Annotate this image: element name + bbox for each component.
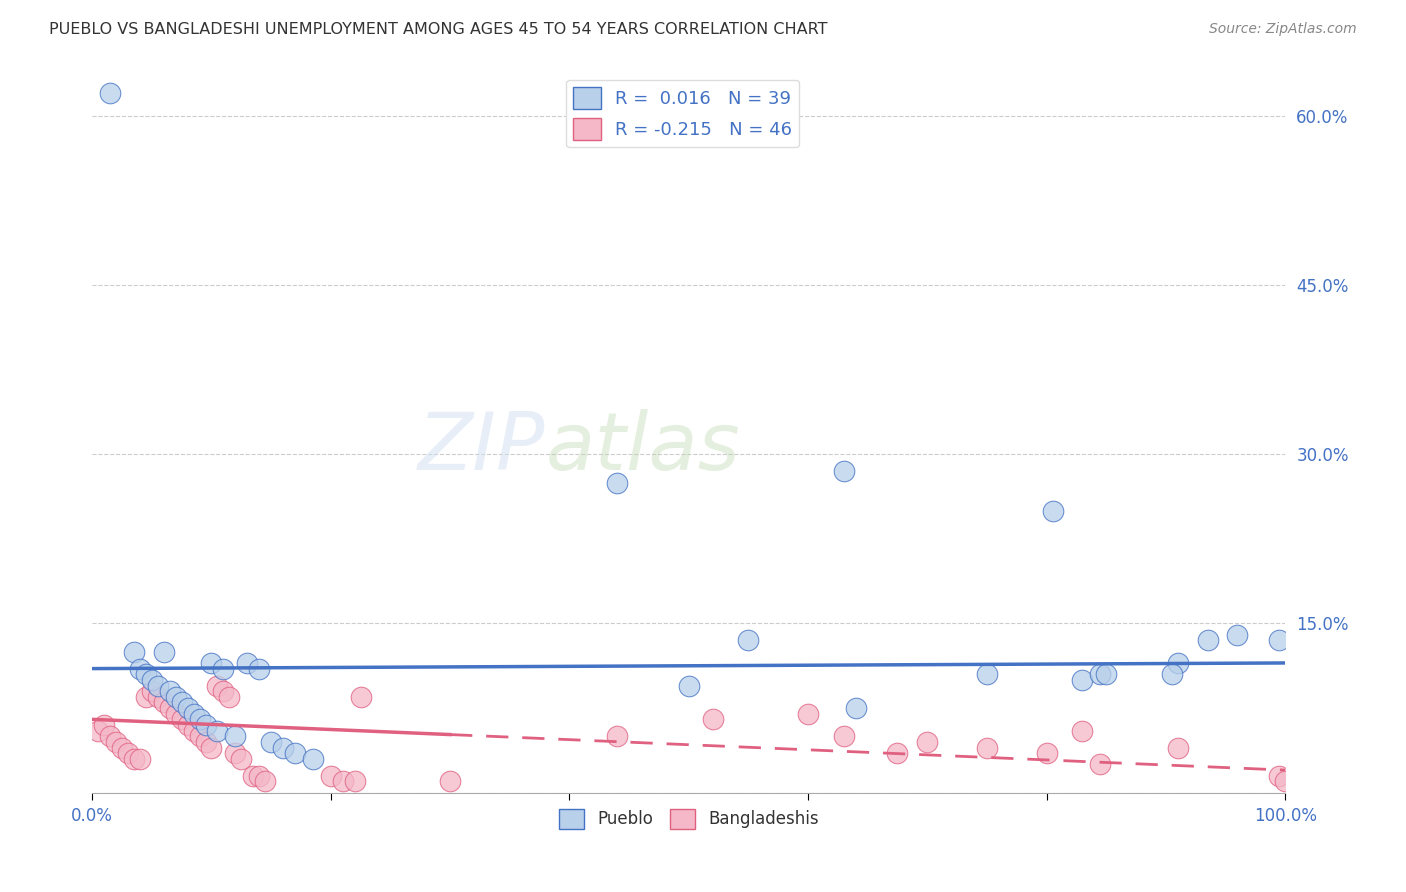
Point	[98, 87, 121, 101]
Point	[176, 701, 198, 715]
Point	[170, 712, 193, 726]
Point	[1197, 633, 1219, 648]
Point	[183, 706, 205, 721]
Point	[1226, 628, 1249, 642]
Point	[207, 723, 229, 738]
Point	[1160, 667, 1182, 681]
Point	[247, 662, 270, 676]
Point	[1071, 673, 1094, 687]
Point	[1090, 757, 1112, 772]
Point	[1167, 740, 1189, 755]
Point	[845, 701, 868, 715]
Point	[122, 645, 145, 659]
Point	[832, 464, 855, 478]
Point	[152, 695, 174, 709]
Point	[797, 706, 820, 721]
Point	[141, 684, 163, 698]
Point	[917, 735, 939, 749]
Point	[159, 684, 181, 698]
Text: Source: ZipAtlas.com: Source: ZipAtlas.com	[1209, 22, 1357, 37]
Point	[117, 746, 139, 760]
Point	[702, 712, 724, 726]
Point	[188, 712, 211, 726]
Point	[1274, 774, 1296, 789]
Point	[146, 690, 169, 704]
Point	[159, 701, 181, 715]
Point	[141, 673, 163, 687]
Point	[606, 729, 628, 743]
Point	[129, 662, 152, 676]
Point	[200, 740, 222, 755]
Point	[152, 645, 174, 659]
Point	[242, 769, 264, 783]
Point	[1035, 746, 1057, 760]
Point	[176, 718, 198, 732]
Point	[224, 729, 246, 743]
Point	[165, 706, 187, 721]
Point	[271, 740, 294, 755]
Point	[183, 723, 205, 738]
Point	[343, 774, 366, 789]
Text: atlas: atlas	[546, 409, 741, 487]
Point	[1071, 723, 1094, 738]
Point	[832, 729, 855, 743]
Point	[1167, 656, 1189, 670]
Point	[737, 633, 759, 648]
Point	[319, 769, 342, 783]
Point	[146, 679, 169, 693]
Point	[236, 656, 259, 670]
Point	[105, 735, 128, 749]
Point	[260, 735, 283, 749]
Point	[207, 679, 229, 693]
Point	[254, 774, 277, 789]
Point	[194, 718, 217, 732]
Point	[976, 667, 998, 681]
Point	[678, 679, 700, 693]
Point	[135, 690, 157, 704]
Point	[284, 746, 307, 760]
Point	[218, 690, 240, 704]
Text: PUEBLO VS BANGLADESHI UNEMPLOYMENT AMONG AGES 45 TO 54 YEARS CORRELATION CHART: PUEBLO VS BANGLADESHI UNEMPLOYMENT AMONG…	[49, 22, 828, 37]
Point	[1090, 667, 1112, 681]
Point	[188, 729, 211, 743]
Point	[224, 746, 246, 760]
Point	[332, 774, 354, 789]
Point	[976, 740, 998, 755]
Point	[170, 695, 193, 709]
Point	[1268, 633, 1291, 648]
Point	[231, 752, 253, 766]
Point	[194, 735, 217, 749]
Point	[606, 475, 628, 490]
Point	[247, 769, 270, 783]
Point	[200, 656, 222, 670]
Point	[165, 690, 187, 704]
Point	[1042, 504, 1064, 518]
Point	[87, 723, 110, 738]
Point	[98, 729, 121, 743]
Point	[135, 667, 157, 681]
Point	[111, 740, 134, 755]
Point	[302, 752, 325, 766]
Point	[886, 746, 908, 760]
Point	[212, 662, 235, 676]
Point	[93, 718, 115, 732]
Point	[1095, 667, 1118, 681]
Text: ZIP: ZIP	[418, 409, 546, 487]
Legend: Pueblo, Bangladeshis: Pueblo, Bangladeshis	[553, 802, 825, 836]
Point	[122, 752, 145, 766]
Point	[129, 752, 152, 766]
Point	[439, 774, 461, 789]
Point	[1268, 769, 1291, 783]
Point	[349, 690, 371, 704]
Point	[212, 684, 235, 698]
